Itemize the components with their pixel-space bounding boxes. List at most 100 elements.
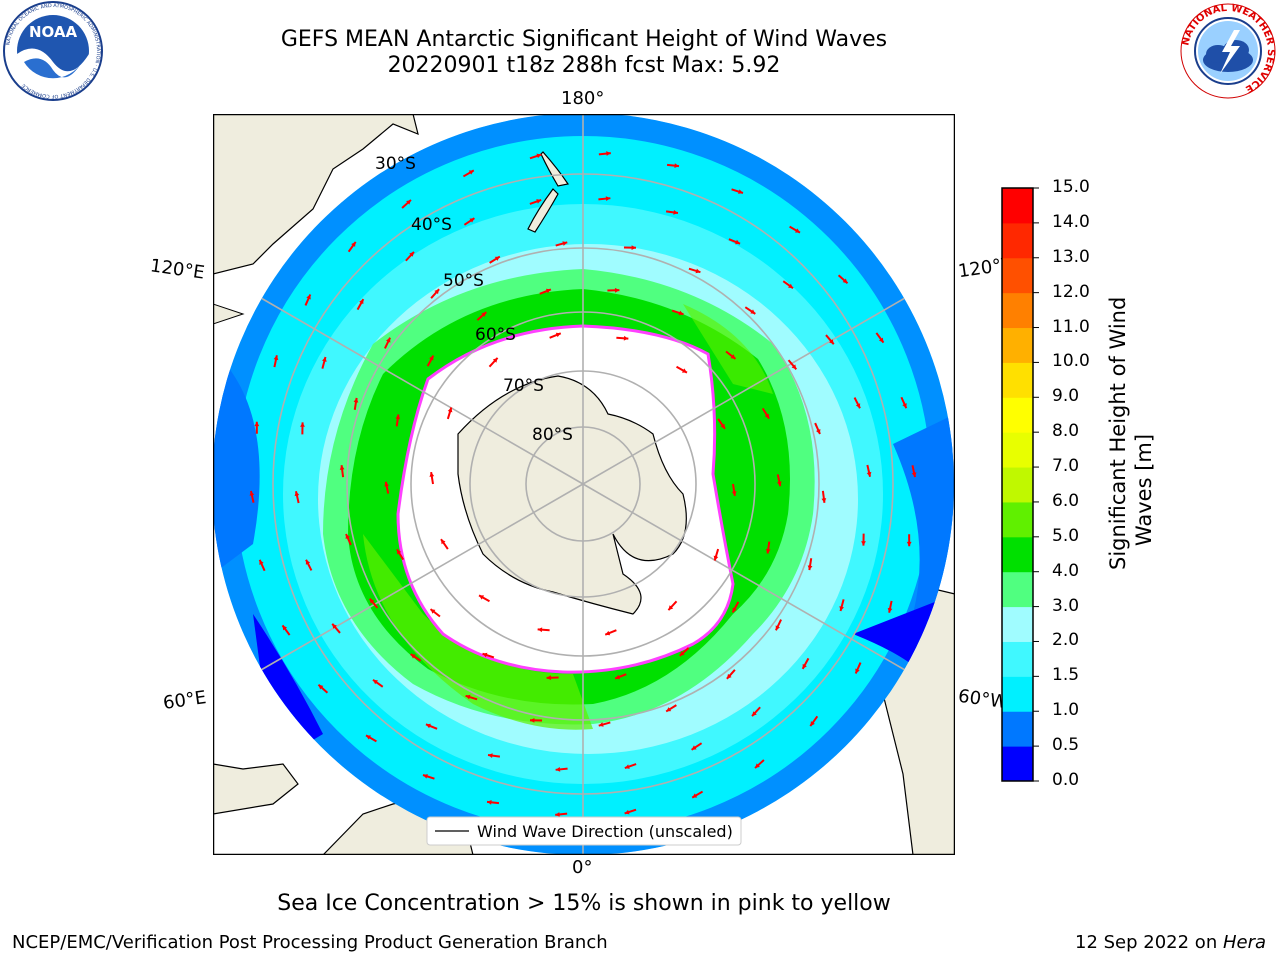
wind-arrow-head	[807, 565, 813, 571]
colorbar-tick-label: 8.0	[1052, 421, 1080, 442]
wind-arrow-head	[487, 799, 492, 805]
wind-arrow-head	[562, 241, 568, 246]
colorbar-label-line1: Significant Height of Wind	[1106, 296, 1130, 570]
noaa-logo-text: NOAA	[29, 23, 78, 41]
wind-arrow-head	[911, 472, 917, 478]
colorbar-segment	[1002, 257, 1033, 294]
colorbar-segment	[1002, 606, 1033, 642]
colorbar-tick-label: 9.0	[1052, 386, 1080, 407]
wind-arrow-head	[906, 541, 912, 547]
wind-arrow-head	[788, 283, 794, 289]
colorbar-tick-label: 7.0	[1052, 456, 1080, 477]
wind-arrow-head	[821, 498, 827, 503]
wind-arrow-head	[679, 651, 685, 656]
wind-arrow-head	[755, 763, 760, 769]
wind-arrow-head	[842, 278, 848, 284]
colorbar-segment	[1002, 711, 1033, 747]
wind-arrow-head	[829, 339, 834, 345]
wind-arrow-head	[306, 294, 311, 300]
wind-arrows	[249, 151, 917, 817]
colorbar-tick-label: 13.0	[1052, 246, 1090, 267]
colorbar-segment	[1002, 571, 1033, 608]
wind-arrow-head	[492, 357, 498, 363]
wind-arrow-head	[713, 555, 719, 561]
graticule	[213, 114, 954, 855]
wind-arrow-head	[441, 539, 446, 545]
wind-arrow-head	[384, 481, 390, 487]
nws-logo: NATIONAL WEATHER SERVICE	[1180, 3, 1276, 99]
map-title: GEFS MEAN Antarctic Significant Height o…	[280, 27, 888, 52]
colorbar-segment	[1002, 746, 1033, 782]
lat-label-40: 40°S	[411, 215, 452, 235]
wind-arrow-head	[537, 627, 543, 633]
date-stamp: 12 Sep 2022 on Hera	[1075, 932, 1266, 953]
wind-arrow-head	[488, 753, 493, 758]
colorbar-tick-label: 1.5	[1052, 665, 1080, 686]
wind-arrow-head	[482, 652, 488, 658]
wind-arrow-head	[555, 332, 561, 338]
wind-arrow-head	[423, 774, 428, 779]
wind-arrow-head	[735, 239, 741, 245]
wind-arrow-head	[878, 337, 884, 343]
wind-arrow-head	[605, 196, 611, 202]
wind-arrow-head	[429, 355, 434, 361]
wind-arrow-head	[810, 721, 815, 727]
wind-arrow-head	[555, 812, 560, 817]
wind-arrow-head	[430, 609, 436, 614]
wind-arrow-head	[855, 668, 860, 674]
colorbar-tick-label: 4.0	[1052, 560, 1080, 581]
colorbar-segment	[1002, 292, 1033, 329]
colorbar-label: Significant Height of Wind Waves [m]	[1105, 296, 1165, 570]
colorbar-tick-label: 12.0	[1052, 281, 1090, 302]
wind-arrow-head	[479, 595, 485, 600]
wind-arrow-head	[668, 605, 674, 611]
wind-arrow-head	[353, 397, 359, 403]
wind-arrow-head	[386, 337, 391, 343]
wind-arrow-head	[322, 357, 327, 362]
wind-arrow-head	[752, 711, 757, 717]
map-frame	[213, 114, 955, 855]
wind-arrow-head	[282, 625, 288, 631]
wind-arrow-head	[623, 335, 629, 341]
wind-arrow-head	[731, 491, 737, 496]
map-subtitle: 20220901 t18z 288h fcst Max: 5.92	[387, 53, 781, 78]
colorbar-tick-label: 5.0	[1052, 525, 1080, 546]
lon-label-180: 180°	[561, 88, 605, 109]
wind-arrow-head	[775, 625, 780, 631]
wind-arrow-head	[678, 310, 684, 316]
lat-label-70: 70°S	[503, 376, 544, 396]
wind-arrow-head	[606, 151, 611, 156]
wind-arrow-head	[318, 684, 324, 690]
colorbar-segment	[1002, 362, 1033, 398]
wind-arrow-head	[406, 199, 411, 205]
wind-arrow-head	[249, 490, 255, 496]
wind-arrow-head	[447, 407, 453, 413]
wind-arrow-head	[372, 679, 378, 685]
wind-arrow-head	[273, 355, 279, 361]
wind-arrow-head	[794, 228, 800, 233]
wind-arrow-head	[546, 675, 552, 681]
wind-arrow-head	[666, 707, 672, 712]
lat-label-30: 30°S	[375, 154, 416, 174]
colorbar-tick-label: 10.0	[1052, 351, 1090, 372]
wind-arrow-head	[738, 189, 743, 194]
colorbar-segment	[1002, 641, 1033, 677]
wind-arrow-head	[861, 541, 866, 546]
colorbar-tick-label: 6.0	[1052, 490, 1080, 511]
colorbar-tick-label: 0.0	[1052, 770, 1080, 790]
wind-arrow-head	[855, 403, 861, 409]
lon-label-0: 0°	[572, 857, 593, 878]
lon-label-120e: 120°E	[148, 255, 206, 284]
wind-arrow-head	[791, 364, 797, 370]
colorbar-segment	[1002, 467, 1033, 503]
wind-arrow-head	[555, 766, 561, 772]
wind-arrow-head	[631, 245, 636, 251]
colorbar-tick-label: 11.0	[1052, 316, 1090, 337]
legend-label: Wind Wave Direction (unscaled)	[477, 822, 733, 841]
wind-arrow-head	[624, 809, 630, 815]
wind-arrow-head	[692, 793, 698, 798]
wind-arrow-head	[465, 694, 471, 700]
wind-arrow-head	[494, 256, 500, 261]
wind-arrow-head	[720, 423, 725, 429]
wind-arrow-head	[866, 471, 872, 477]
